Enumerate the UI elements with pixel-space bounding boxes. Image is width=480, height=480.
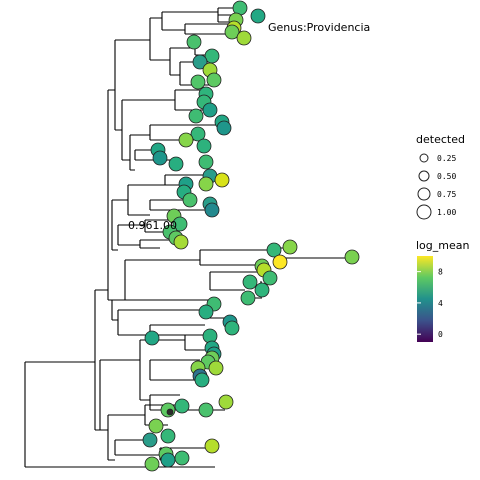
- size-legend-label: 0.75: [437, 190, 456, 199]
- tip-point: [198, 304, 214, 320]
- tip-point: [152, 150, 168, 166]
- tip-point: [266, 242, 282, 258]
- tip-point: [204, 202, 220, 218]
- tip-point: [142, 432, 158, 448]
- tip-point: [204, 438, 220, 454]
- tip-point: [194, 372, 210, 388]
- tip-point: [160, 428, 176, 444]
- tip-point: [242, 274, 258, 290]
- size-legend-key: [417, 187, 431, 201]
- tip-point: [188, 108, 204, 124]
- size-legend-label: 0.25: [437, 154, 456, 163]
- tip-point: [214, 172, 230, 188]
- tip-point: [174, 398, 190, 414]
- color-legend-label: 8: [438, 268, 443, 277]
- tip-point: [272, 254, 288, 270]
- tip-point: [216, 120, 232, 136]
- tip-point: [160, 452, 176, 468]
- tip-point: [250, 8, 266, 24]
- tip-point: [344, 249, 360, 265]
- tip-point: [254, 282, 270, 298]
- tip-point: [166, 408, 174, 416]
- size-legend-key: [419, 153, 429, 163]
- tip-point: [190, 126, 206, 142]
- tip-point: [198, 402, 214, 418]
- tip-point: [198, 154, 214, 170]
- color-legend-label: 0: [438, 330, 443, 339]
- color-legend: log_mean 8 4 0: [416, 239, 469, 342]
- size-legend: detected 0.25 0.50 0.75 1.00: [416, 133, 465, 220]
- tip-point: [172, 216, 188, 232]
- color-legend-title: log_mean: [416, 239, 469, 252]
- tree-branches: [24, 7, 352, 468]
- support-label: 0.961.00: [128, 219, 177, 232]
- tip-point: [190, 74, 206, 90]
- tip-point: [174, 450, 190, 466]
- tip-point: [186, 34, 202, 50]
- tip-point: [182, 192, 198, 208]
- tip-point: [224, 320, 240, 336]
- size-legend-label: 1.00: [437, 208, 456, 217]
- size-legend-title: detected: [416, 133, 465, 146]
- genus-label: Genus:Providencia: [268, 21, 370, 34]
- tip-point: [262, 270, 278, 286]
- tip-point: [198, 176, 214, 192]
- size-legend-key: [416, 204, 432, 220]
- tip-points: [142, 0, 360, 472]
- color-legend-label: 4: [438, 299, 443, 308]
- color-legend-bar: [417, 256, 433, 342]
- tip-point: [144, 330, 160, 346]
- tip-point: [144, 456, 160, 472]
- tip-point: [202, 102, 218, 118]
- size-legend-label: 0.50: [437, 172, 456, 181]
- tip-point: [282, 239, 298, 255]
- tip-point: [173, 234, 189, 250]
- tip-point: [218, 394, 234, 410]
- tip-point: [208, 360, 224, 376]
- tip-point: [148, 418, 164, 434]
- tip-point: [236, 30, 252, 46]
- tip-point: [206, 72, 222, 88]
- tip-point: [224, 24, 240, 40]
- tip-point: [240, 290, 256, 306]
- tip-point: [178, 132, 194, 148]
- tip-point: [168, 156, 184, 172]
- tip-point: [192, 54, 208, 70]
- tip-point: [196, 138, 212, 154]
- size-legend-key: [418, 170, 430, 182]
